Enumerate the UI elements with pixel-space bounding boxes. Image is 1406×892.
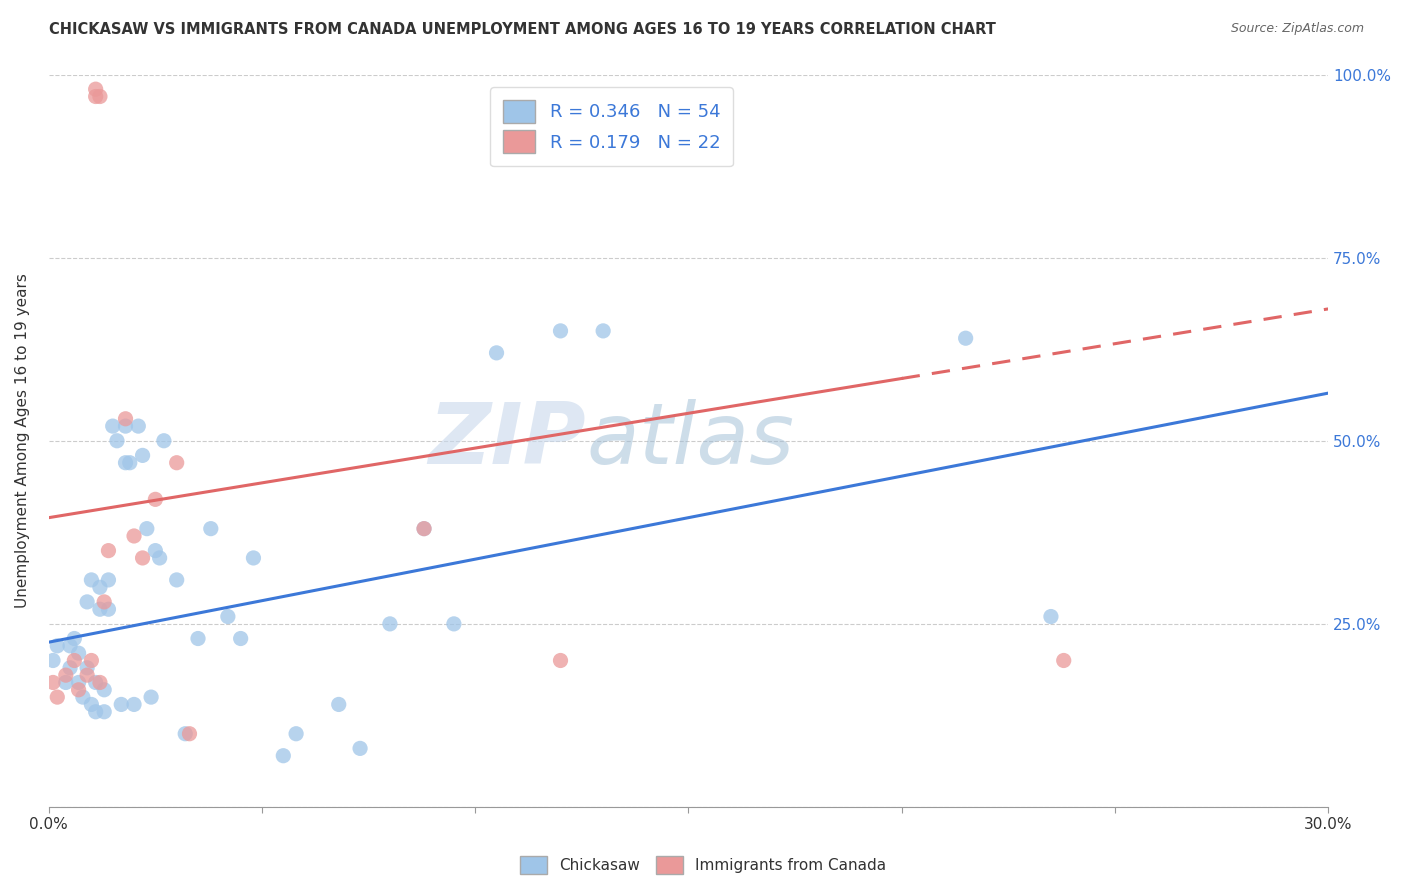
Point: [80, 653, 103, 667]
Point: [76, 661, 98, 675]
Point: [179, 727, 201, 741]
Point: [229, 632, 252, 646]
Point: [93, 705, 115, 719]
Point: [200, 522, 222, 536]
Point: [63, 653, 86, 667]
Point: [550, 653, 572, 667]
Point: [89, 602, 111, 616]
Point: [217, 609, 239, 624]
Point: [122, 529, 145, 543]
Point: [93, 682, 115, 697]
Point: [485, 346, 508, 360]
Point: [131, 550, 153, 565]
Point: [1053, 653, 1076, 667]
Point: [153, 434, 176, 448]
Point: [122, 698, 145, 712]
Text: CHICKASAW VS IMMIGRANTS FROM CANADA UNEMPLOYMENT AMONG AGES 16 TO 19 YEARS CORRE: CHICKASAW VS IMMIGRANTS FROM CANADA UNEM…: [49, 22, 995, 37]
Point: [97, 543, 120, 558]
Point: [413, 522, 436, 536]
Point: [955, 331, 977, 345]
Point: [84, 89, 107, 103]
Y-axis label: Unemployment Among Ages 16 to 19 years: Unemployment Among Ages 16 to 19 years: [15, 273, 30, 608]
Point: [149, 550, 172, 565]
Point: [89, 675, 111, 690]
Point: [72, 690, 94, 705]
Point: [89, 580, 111, 594]
Point: [84, 675, 107, 690]
Point: [89, 89, 111, 103]
Point: [285, 727, 308, 741]
Point: [84, 705, 107, 719]
Point: [46, 690, 69, 705]
Legend: Chickasaw, Immigrants from Canada: Chickasaw, Immigrants from Canada: [513, 850, 893, 880]
Point: [67, 682, 90, 697]
Text: ZIP: ZIP: [429, 400, 586, 483]
Point: [1039, 609, 1062, 624]
Point: [105, 434, 128, 448]
Point: [97, 573, 120, 587]
Point: [63, 632, 86, 646]
Point: [145, 492, 167, 507]
Point: [413, 522, 436, 536]
Point: [55, 675, 77, 690]
Point: [378, 616, 401, 631]
Point: [55, 668, 77, 682]
Point: [84, 82, 107, 96]
Point: [271, 748, 294, 763]
Point: [46, 639, 69, 653]
Point: [97, 602, 120, 616]
Point: [592, 324, 614, 338]
Text: Source: ZipAtlas.com: Source: ZipAtlas.com: [1230, 22, 1364, 36]
Point: [101, 419, 124, 434]
Point: [349, 741, 371, 756]
Text: atlas: atlas: [586, 400, 794, 483]
Point: [114, 419, 136, 434]
Point: [93, 595, 115, 609]
Point: [118, 456, 141, 470]
Point: [76, 595, 98, 609]
Point: [67, 646, 90, 660]
Point: [67, 675, 90, 690]
Point: [139, 690, 162, 705]
Point: [131, 449, 153, 463]
Point: [187, 632, 209, 646]
Point: [59, 661, 82, 675]
Point: [42, 675, 65, 690]
Point: [328, 698, 350, 712]
Point: [59, 639, 82, 653]
Point: [166, 573, 188, 587]
Point: [114, 456, 136, 470]
Point: [242, 550, 264, 565]
Point: [110, 698, 132, 712]
Point: [76, 668, 98, 682]
Point: [42, 653, 65, 667]
Point: [166, 456, 188, 470]
Point: [174, 727, 197, 741]
Point: [135, 522, 157, 536]
Point: [443, 616, 465, 631]
Point: [550, 324, 572, 338]
Point: [80, 698, 103, 712]
Point: [145, 543, 167, 558]
Point: [127, 419, 149, 434]
Point: [80, 573, 103, 587]
Legend: R = 0.346   N = 54, R = 0.179   N = 22: R = 0.346 N = 54, R = 0.179 N = 22: [491, 87, 733, 166]
Point: [114, 411, 136, 425]
